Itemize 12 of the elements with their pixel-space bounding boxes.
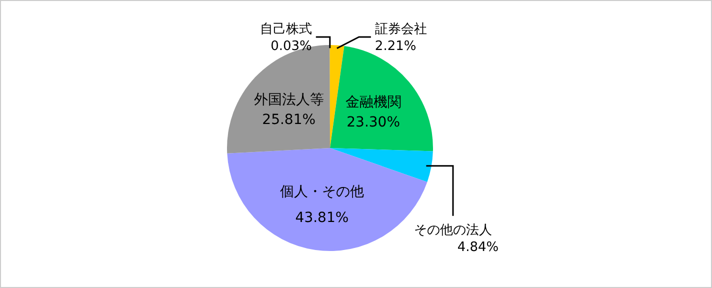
data-label: 4.84% xyxy=(457,240,499,255)
slice-label: 自己株式 xyxy=(260,22,312,37)
slice-label: 証券会社 xyxy=(374,22,427,37)
slice-label: その他の法人 xyxy=(414,222,492,238)
data-label: 43.81% xyxy=(295,210,349,226)
data-label: 0.03% xyxy=(270,39,312,54)
slice-label: 外国法人等 xyxy=(254,92,324,108)
data-label: 2.21% xyxy=(374,39,416,54)
data-label: 25.81% xyxy=(262,112,316,128)
slice-label: 個人・その他 xyxy=(280,184,364,200)
slice-label: 金融機関 xyxy=(345,94,402,111)
data-label: 23.30% xyxy=(346,114,400,131)
